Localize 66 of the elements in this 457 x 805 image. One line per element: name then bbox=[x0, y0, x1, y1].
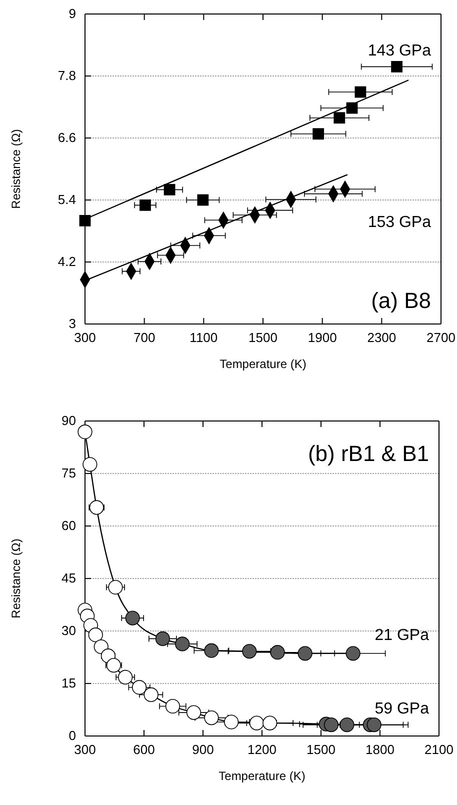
point bbox=[204, 710, 219, 726]
point bbox=[197, 194, 209, 206]
y-axis-title: Resistance (Ω) bbox=[9, 129, 23, 209]
point bbox=[144, 687, 158, 702]
x-tick-label: 1800 bbox=[366, 742, 394, 758]
y-tick-label: 60 bbox=[62, 518, 76, 534]
annotation: (b) rB1 & B1 bbox=[308, 441, 429, 466]
y-tick-label: 0 bbox=[68, 728, 76, 744]
point bbox=[334, 112, 346, 124]
x-tick-label: 900 bbox=[192, 742, 214, 758]
y-tick-label: 6.6 bbox=[58, 130, 76, 146]
series-label: 21 GPa bbox=[374, 627, 430, 644]
point bbox=[312, 128, 324, 140]
y-tick-label: 90 bbox=[62, 413, 76, 428]
point bbox=[106, 658, 122, 673]
x-tick-label: 2100 bbox=[424, 742, 454, 758]
x-tick-label: 2700 bbox=[426, 330, 456, 346]
y-tick-label: 9 bbox=[68, 6, 76, 22]
x-tick-label: 600 bbox=[133, 742, 155, 758]
y-tick-label: 5.4 bbox=[58, 192, 76, 208]
x-tick-label: 700 bbox=[133, 330, 156, 346]
point bbox=[175, 636, 190, 652]
x-tick-label: 1900 bbox=[308, 330, 337, 346]
point bbox=[249, 716, 264, 730]
point bbox=[298, 646, 312, 661]
y-axis-title: Resistance (Ω) bbox=[9, 538, 23, 618]
series-label: 143 GPa bbox=[368, 42, 432, 60]
y-tick-label: 15 bbox=[62, 676, 76, 691]
x-axis-title: Temperature (K) bbox=[218, 769, 306, 783]
x-tick-label: 2300 bbox=[367, 330, 396, 346]
point bbox=[79, 214, 91, 226]
x-tick-label: 300 bbox=[74, 330, 96, 346]
point bbox=[132, 680, 147, 695]
point bbox=[270, 645, 285, 660]
point bbox=[164, 184, 176, 196]
point bbox=[242, 644, 257, 659]
annotation: (a) B8 bbox=[371, 288, 431, 313]
x-tick-label: 1200 bbox=[248, 742, 276, 758]
series-label: 59 GPa bbox=[374, 700, 430, 718]
y-tick-label: 45 bbox=[62, 570, 76, 586]
x-tick-label: 1100 bbox=[190, 330, 218, 346]
point bbox=[204, 643, 219, 658]
y-tick-label: 4.2 bbox=[58, 254, 76, 270]
y-tick-label: 3 bbox=[68, 316, 76, 332]
point bbox=[262, 716, 278, 730]
point bbox=[165, 698, 180, 714]
series-label: 153 GPa bbox=[368, 214, 432, 231]
point bbox=[88, 628, 103, 642]
point bbox=[118, 670, 133, 684]
point bbox=[140, 199, 151, 211]
point bbox=[391, 61, 402, 72]
point bbox=[186, 705, 202, 720]
point bbox=[125, 610, 140, 626]
point bbox=[155, 631, 170, 646]
point bbox=[354, 86, 366, 98]
x-tick-label: 300 bbox=[74, 742, 96, 758]
point bbox=[346, 646, 360, 661]
x-tick-label: 1500 bbox=[306, 742, 336, 758]
point bbox=[94, 639, 108, 654]
x-axis-title: Temperature (K) bbox=[220, 357, 306, 371]
y-tick-label: 75 bbox=[62, 466, 76, 481]
x-tick-label: 1500 bbox=[248, 330, 278, 346]
y-tick-label: 7.8 bbox=[58, 68, 76, 84]
point bbox=[346, 102, 358, 114]
y-tick-label: 30 bbox=[62, 623, 76, 638]
point bbox=[224, 714, 239, 730]
